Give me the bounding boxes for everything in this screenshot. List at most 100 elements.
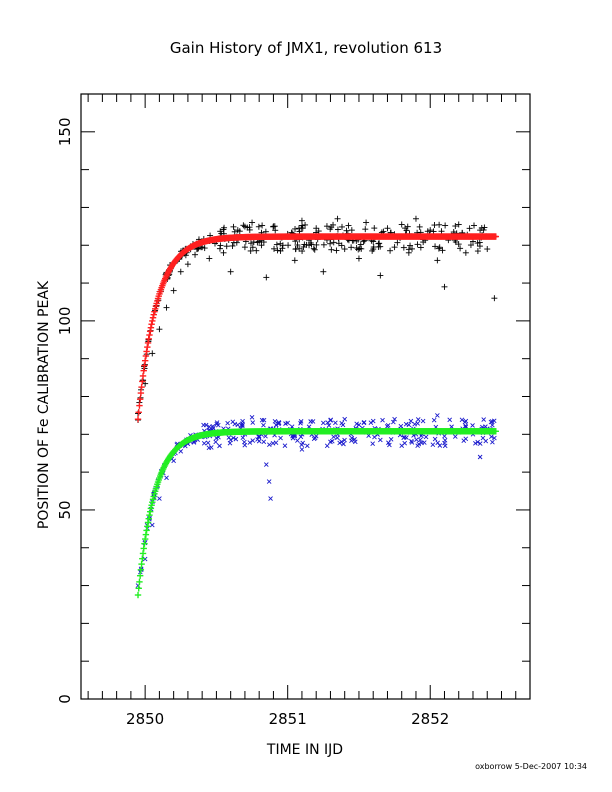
plus-marker <box>355 255 362 262</box>
fit-upper-marker <box>141 362 148 369</box>
plus-marker <box>353 244 360 251</box>
plus-marker <box>435 245 442 252</box>
cross-marker <box>384 424 390 429</box>
cross-marker <box>463 423 468 429</box>
fit-lower-marker <box>147 505 155 512</box>
fit-upper-marker <box>145 335 152 343</box>
cross-marker <box>463 436 469 442</box>
cross-marker <box>341 441 346 447</box>
cross-marker <box>298 419 304 424</box>
plus-marker <box>333 247 340 254</box>
fit-upper-marker <box>135 409 142 416</box>
plus-marker <box>416 223 423 230</box>
cross-marker <box>380 417 385 423</box>
cross-marker <box>368 420 374 425</box>
cross-marker <box>430 442 436 448</box>
plus-marker <box>277 240 284 247</box>
cross-marker <box>283 421 288 426</box>
timestamp-footer: oxborrow 5-Dec-2007 10:34 <box>475 762 587 771</box>
plus-marker <box>301 241 308 248</box>
fit-upper-marker <box>137 389 145 397</box>
cross-marker <box>226 435 232 440</box>
cross-marker <box>432 436 438 442</box>
plus-marker <box>471 222 478 229</box>
cross-marker <box>210 423 216 429</box>
plus-marker <box>249 244 256 251</box>
cross-marker <box>282 443 288 448</box>
x-axis-label: TIME IN IJD <box>266 742 343 758</box>
data-points <box>135 215 498 588</box>
fit-upper-marker <box>149 314 157 321</box>
cross-marker <box>201 441 207 446</box>
cross-marker <box>214 420 220 425</box>
chart-title: Gain History of JMX1, revolution 613 <box>170 39 442 57</box>
cross-marker <box>404 435 409 440</box>
fit-lower-marker <box>145 515 152 522</box>
cross-marker <box>491 418 497 424</box>
plus-marker <box>307 239 314 246</box>
fit-lower-marker <box>135 585 142 592</box>
cross-marker <box>242 439 247 445</box>
plus-marker <box>308 241 315 248</box>
plus-marker <box>348 244 355 251</box>
plus-marker <box>233 239 240 246</box>
plus-marker <box>135 410 142 417</box>
plus-marker <box>341 246 348 253</box>
plus-marker <box>414 241 421 248</box>
cross-marker <box>308 419 313 424</box>
cross-marker <box>273 440 279 445</box>
cross-marker <box>261 439 267 445</box>
plus-marker <box>220 249 227 256</box>
fit-lower-marker <box>143 527 150 534</box>
cross-marker <box>337 440 342 446</box>
plus-marker <box>227 268 234 275</box>
cross-marker <box>326 423 332 428</box>
cross-marker <box>349 438 354 444</box>
cross-marker <box>266 479 272 484</box>
cross-marker <box>213 439 218 445</box>
plus-marker <box>409 245 416 252</box>
cross-marker <box>483 424 488 429</box>
cross-marker <box>421 440 427 445</box>
plus-marker <box>247 240 254 247</box>
cross-marker <box>227 440 233 446</box>
plus-marker <box>201 245 208 252</box>
cross-marker <box>263 462 269 467</box>
plus-marker <box>467 242 474 249</box>
fit-upper-marker <box>136 396 144 403</box>
plus-marker <box>236 228 243 235</box>
cross-marker <box>417 437 423 443</box>
plus-marker <box>377 243 384 250</box>
cross-marker <box>402 440 408 446</box>
plus-marker <box>273 241 280 248</box>
fit-upper-marker <box>144 339 152 347</box>
cross-marker <box>320 420 326 426</box>
plus-marker <box>452 238 459 245</box>
cross-marker <box>415 417 421 422</box>
cross-marker <box>462 419 468 425</box>
plus-marker <box>217 242 224 249</box>
plus-marker <box>177 268 184 275</box>
plus-marker <box>230 223 237 230</box>
cross-marker <box>442 437 448 443</box>
plus-marker <box>240 222 247 229</box>
fit-upper-marker <box>492 233 499 240</box>
cross-marker <box>268 496 273 501</box>
plus-marker <box>357 241 364 248</box>
axis-tick-labels: 0 50 100 150 2850 2851 2852 <box>56 117 449 728</box>
cross-marker <box>157 496 162 501</box>
plus-marker <box>149 350 156 357</box>
plus-marker <box>302 221 309 228</box>
plus-marker <box>370 244 377 251</box>
plus-marker <box>480 226 487 233</box>
plus-marker <box>258 242 265 249</box>
plus-marker <box>491 295 498 302</box>
cross-marker <box>492 435 497 441</box>
plus-marker <box>223 243 230 250</box>
plus-marker <box>279 242 286 249</box>
plus-marker <box>255 223 262 230</box>
cross-marker <box>331 434 336 440</box>
fit-lower-marker <box>142 531 150 538</box>
cross-marker <box>354 421 360 427</box>
